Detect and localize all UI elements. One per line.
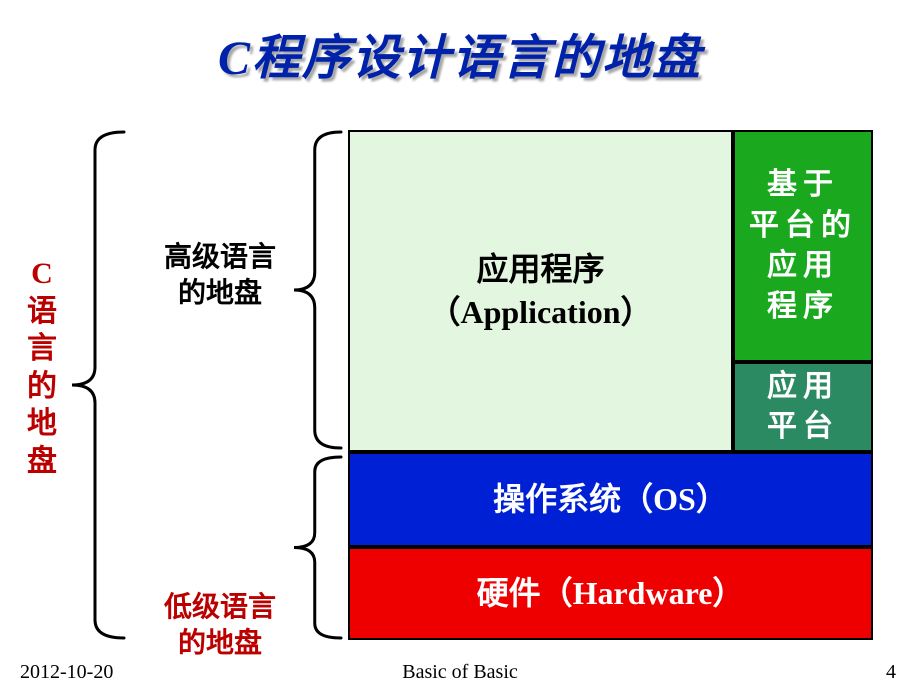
platform-application-layer: 基于平台的应用程序	[733, 130, 873, 362]
hardware-layer: 硬件（Hardware）	[348, 547, 873, 640]
footer-title: Basic of Basic	[402, 661, 518, 684]
slide-title: C程序设计语言的地盘	[0, 0, 920, 88]
brace-upper-icon	[290, 130, 345, 450]
footer-page-number: 4	[886, 661, 896, 684]
high-level-language-label: 高级语言 的地盘	[150, 240, 290, 313]
application-platform-layer: 应用平台	[733, 362, 873, 452]
hardware-layer-text: 硬件（Hardware）	[477, 572, 745, 615]
brace-outer-icon	[68, 130, 128, 640]
application-layer-line2: （Application）	[428, 291, 652, 334]
footer-date: 2012-10-20	[20, 661, 113, 684]
application-layer-line1: 应用程序	[428, 248, 652, 291]
application-layer: 应用程序 （Application）	[348, 130, 733, 452]
diagram-stage: C语言的地盘 高级语言 的地盘 低级语言 的地盘 应用程序 （Applicati…	[0, 110, 920, 650]
os-layer: 操作系统（OS）	[348, 452, 873, 547]
high-label-line2: 的地盘	[178, 278, 262, 309]
high-label-line1: 高级语言	[164, 242, 276, 273]
low-label-line2: 的地盘	[178, 628, 262, 659]
c-language-domain-label: C语言的地盘	[22, 255, 62, 480]
brace-lower-icon	[290, 455, 345, 640]
low-level-language-label: 低级语言 的地盘	[150, 590, 290, 663]
system-layers: 应用程序 （Application） 基于平台的应用程序 应用平台 操作系统（O…	[348, 130, 873, 640]
low-label-line1: 低级语言	[164, 592, 276, 623]
os-layer-text: 操作系统（OS）	[493, 478, 728, 521]
